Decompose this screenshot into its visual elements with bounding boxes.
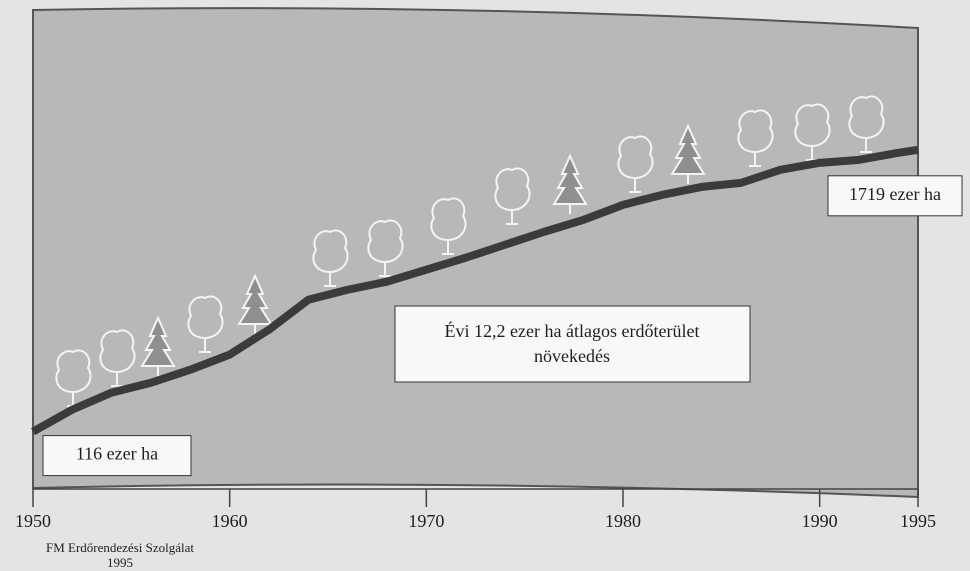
chart: Évi 12,2 ezer ha átlagos erdőterület növ… [0,0,970,571]
source: FM Erdőrendezési Szolgálat [46,540,194,555]
x-tick-label: 1990 [802,511,838,531]
x-tick-label: 1995 [900,511,936,531]
source: 1995 [107,555,133,570]
annotation: növekedés [534,346,610,366]
x-tick-label: 1980 [605,511,641,531]
x-tick-label: 1950 [15,511,51,531]
value-label: 1719 ezer ha [849,184,941,204]
annotation: Évi 12,2 ezer ha átlagos erdőterület [445,320,700,341]
annotation-box [395,306,750,382]
value-label: 116 ezer ha [76,444,158,464]
x-tick-label: 1970 [408,511,444,531]
x-tick-label: 1960 [212,511,248,531]
